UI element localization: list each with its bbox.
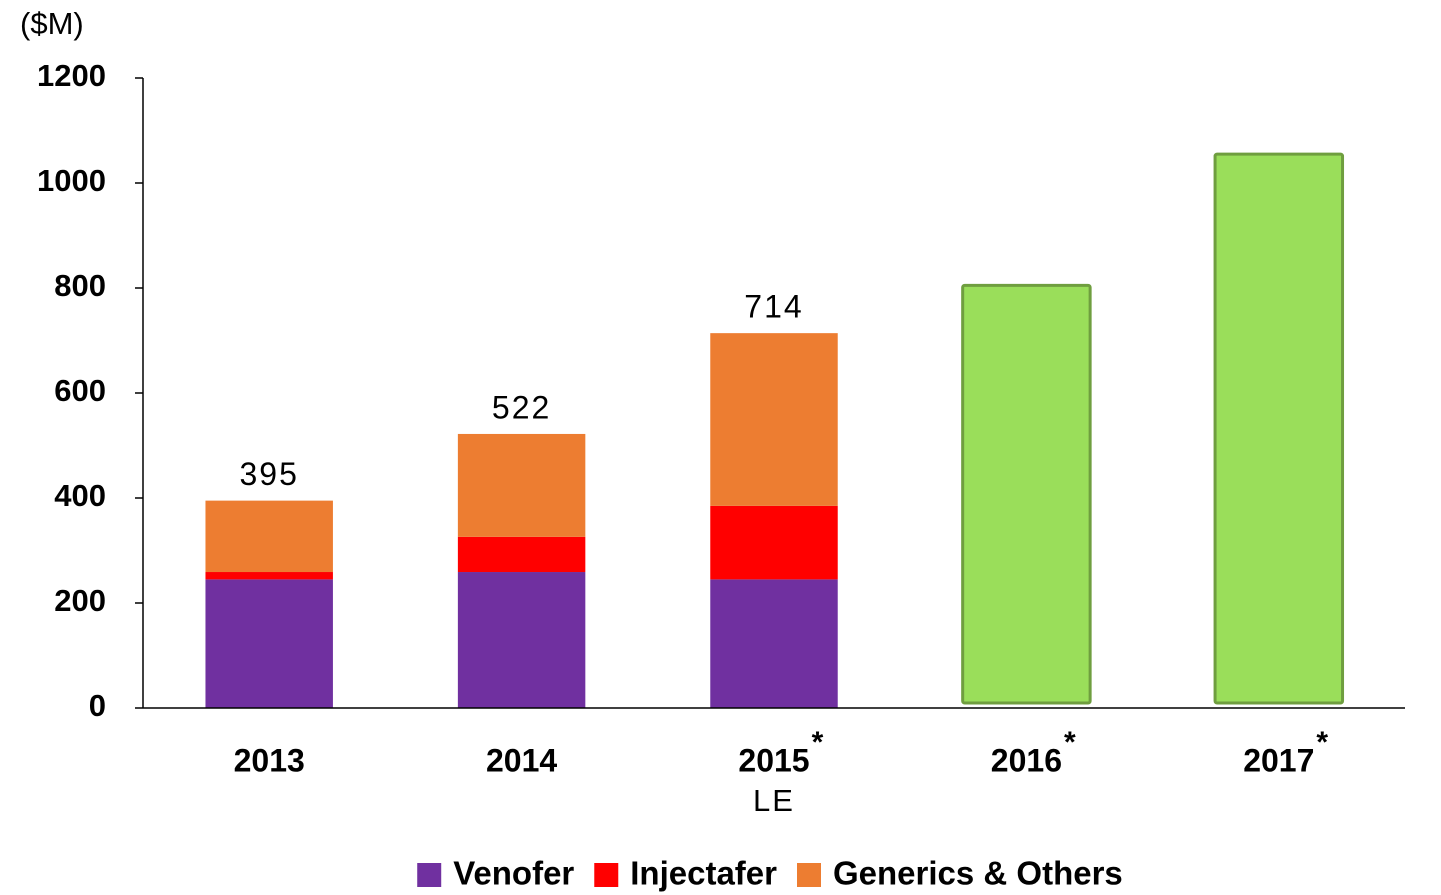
x-tick-label: 2013 bbox=[234, 742, 305, 778]
category-mark: * bbox=[1064, 726, 1076, 759]
bar-segment bbox=[1213, 152, 1345, 705]
y-tick-label: 1200 bbox=[37, 58, 106, 93]
bar-segment bbox=[205, 572, 333, 580]
x-tick-label: 2015 bbox=[738, 742, 809, 778]
bar-segment bbox=[710, 333, 838, 506]
bar-segment bbox=[457, 536, 586, 573]
legend-swatch bbox=[417, 863, 442, 887]
legend-label: Generics & Others bbox=[833, 855, 1123, 892]
bar-segment bbox=[205, 579, 333, 708]
x-tick-label: 2016 bbox=[991, 742, 1062, 778]
x-tick-label: 2017 bbox=[1243, 742, 1314, 778]
data-label: 395 bbox=[240, 456, 299, 492]
data-label: 714 bbox=[744, 289, 803, 325]
category-sublabel: LE bbox=[753, 783, 795, 818]
y-tick-label: 600 bbox=[54, 373, 106, 408]
legend-label: Injectafer bbox=[630, 855, 777, 892]
y-tick-label: 800 bbox=[54, 268, 106, 303]
bar-segment bbox=[457, 433, 586, 537]
y-tick-label: 400 bbox=[54, 478, 106, 513]
bar-segment bbox=[710, 579, 838, 708]
category-mark: * bbox=[812, 726, 824, 759]
y-tick-label: 0 bbox=[89, 688, 106, 723]
bar-segment bbox=[205, 500, 333, 573]
bar-segment bbox=[710, 505, 838, 580]
bar-segment bbox=[961, 283, 1092, 705]
y-axis-label: ($M) bbox=[20, 6, 84, 41]
x-tick-label: 2014 bbox=[486, 742, 557, 778]
legend-swatch bbox=[594, 863, 619, 887]
category-mark: * bbox=[1316, 726, 1328, 759]
bar-segment bbox=[457, 572, 586, 708]
y-tick-label: 200 bbox=[54, 583, 106, 618]
y-tick-label: 1000 bbox=[37, 163, 106, 198]
data-label: 522 bbox=[492, 389, 551, 425]
legend-swatch bbox=[797, 863, 821, 887]
legend-label: Venofer bbox=[453, 855, 574, 892]
